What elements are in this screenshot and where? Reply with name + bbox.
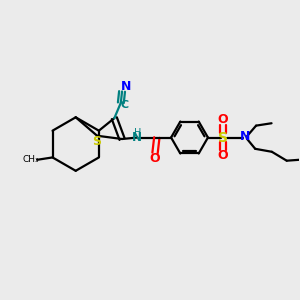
- Text: H: H: [134, 128, 142, 138]
- Text: CH₃: CH₃: [22, 155, 39, 164]
- Text: N: N: [240, 130, 250, 143]
- Text: S: S: [218, 130, 228, 145]
- Text: O: O: [150, 152, 160, 165]
- Text: O: O: [218, 113, 228, 126]
- Text: O: O: [218, 149, 228, 162]
- Text: N: N: [132, 131, 142, 144]
- Text: C: C: [121, 100, 129, 110]
- Text: S: S: [93, 135, 102, 148]
- Text: N: N: [120, 80, 131, 94]
